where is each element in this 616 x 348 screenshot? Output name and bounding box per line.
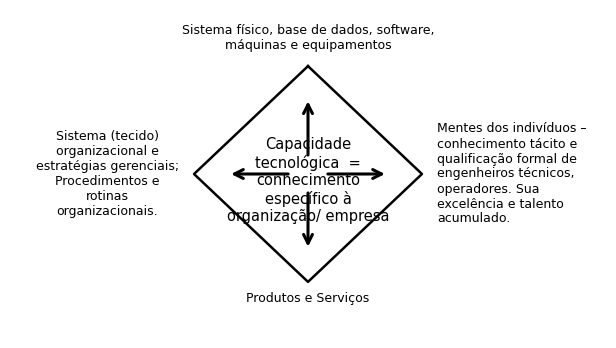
Text: Produtos e Serviços: Produtos e Serviços	[246, 292, 370, 305]
Polygon shape	[194, 66, 422, 282]
Text: Sistema físico, base de dados, software,
máquinas e equipamentos: Sistema físico, base de dados, software,…	[182, 24, 434, 52]
Text: Capacidade
tecnológica  =
conhecimento
específico à
organização/ empresa: Capacidade tecnológica = conhecimento es…	[227, 137, 389, 224]
Text: Mentes dos indivíduos –
conhecimento tácito e
qualificação formal de
engenheiros: Mentes dos indivíduos – conhecimento tác…	[437, 122, 587, 226]
Text: Sistema (tecido)
organizacional e
estratégias gerenciais;
Procedimentos e
rotina: Sistema (tecido) organizacional e estrat…	[36, 130, 179, 218]
